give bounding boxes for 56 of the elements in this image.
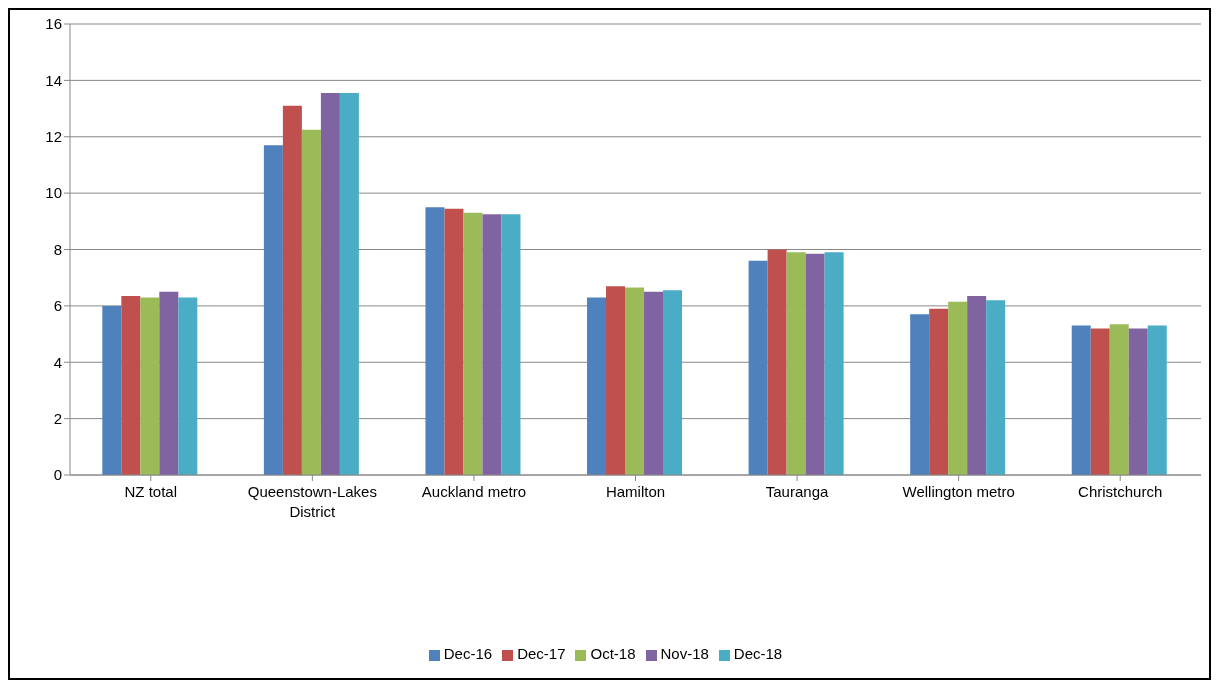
legend-label: Dec-16 xyxy=(443,645,493,662)
y-tick-label: 2 xyxy=(53,409,62,427)
bar xyxy=(1128,328,1148,475)
legend-label: Dec-17 xyxy=(517,645,566,662)
bar xyxy=(606,286,626,475)
bar xyxy=(625,287,645,475)
bar xyxy=(102,305,122,475)
x-tick-label: Tauranga xyxy=(765,483,829,500)
x-tick-label: Christchurch xyxy=(1078,483,1163,500)
bar xyxy=(967,296,987,475)
bar xyxy=(824,252,844,475)
y-tick-label: 12 xyxy=(45,128,62,146)
y-tick-label: 10 xyxy=(45,184,62,202)
legend-label: Dec-18 xyxy=(733,645,783,662)
x-tick-label: Auckland metro xyxy=(421,483,527,500)
x-tick-label: Hamilton xyxy=(605,483,666,500)
bar xyxy=(587,297,607,475)
bar xyxy=(463,212,483,475)
bar xyxy=(910,314,930,475)
legend-label: Oct-18 xyxy=(590,645,636,662)
bar xyxy=(501,214,521,475)
bar xyxy=(986,300,1006,475)
y-tick-label: 6 xyxy=(53,297,62,315)
bar xyxy=(786,252,806,475)
bar xyxy=(178,297,198,475)
bar xyxy=(929,308,949,475)
y-tick-label: 0 xyxy=(53,466,62,484)
y-tick-label: 16 xyxy=(45,15,62,33)
bar xyxy=(339,93,359,475)
x-tick-label: Wellington metro xyxy=(902,483,1015,500)
bar xyxy=(482,214,502,475)
bar xyxy=(140,297,160,475)
bar xyxy=(1071,325,1091,475)
bar xyxy=(282,105,302,475)
bar xyxy=(644,291,664,475)
x-tick-label: Queenstown-Lakes District xyxy=(247,483,377,520)
bar xyxy=(767,249,787,475)
legend-label: Nov-18 xyxy=(660,645,709,662)
y-tick-label: 4 xyxy=(53,353,62,371)
bar xyxy=(301,129,321,475)
bar xyxy=(748,260,768,475)
bar xyxy=(159,291,179,475)
bar xyxy=(444,208,464,475)
bar xyxy=(805,253,825,475)
x-tick-label: NZ total xyxy=(124,483,178,500)
y-tick-label: 8 xyxy=(53,240,62,258)
bar xyxy=(1147,325,1167,475)
bar xyxy=(1090,328,1110,475)
bar xyxy=(425,207,445,475)
bar xyxy=(320,93,340,475)
bar xyxy=(121,296,141,475)
y-tick-label: 14 xyxy=(45,71,62,89)
bar xyxy=(663,290,683,475)
bar xyxy=(948,301,968,475)
bar xyxy=(263,145,283,475)
bar xyxy=(1109,324,1129,475)
